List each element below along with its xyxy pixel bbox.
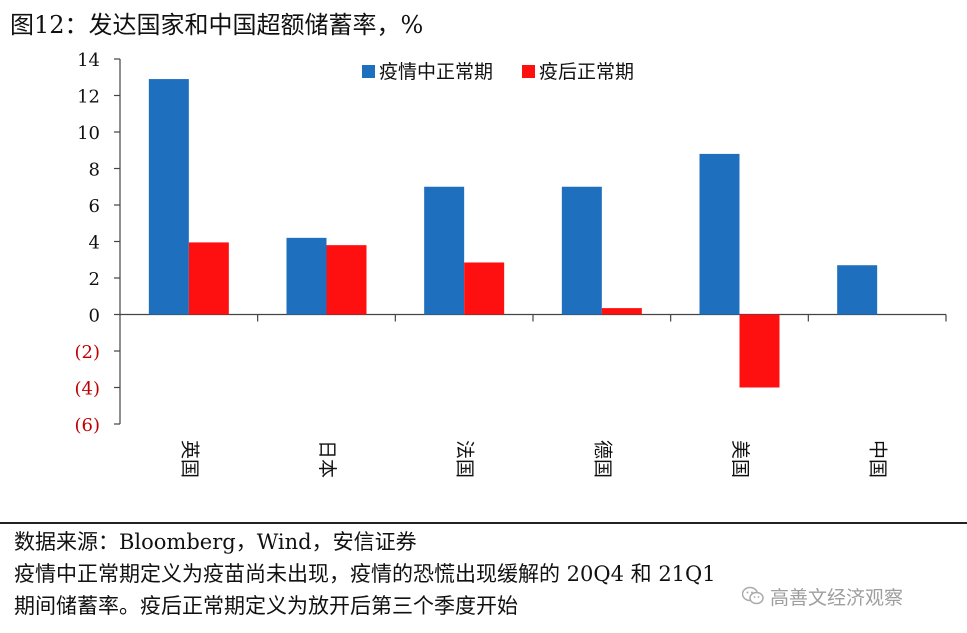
y-tick-label: (4) [75, 379, 101, 400]
legend-swatch [362, 65, 375, 78]
definition-note-line-2: 期间储蓄率。疫后正常期定义为放开后第三个季度开始 [14, 594, 518, 618]
y-tick-label: 10 [77, 123, 100, 144]
bar-pandemic-normal [148, 79, 189, 315]
y-tick-label: 2 [89, 269, 100, 290]
y-tick-label: 0 [89, 306, 100, 327]
category-label: 德国 [591, 440, 613, 478]
category-label: 中国 [867, 440, 889, 478]
bar-post-pandemic-normal [601, 308, 642, 315]
source-note: 数据来源：Bloomberg，Wind，安信证券 [14, 530, 417, 554]
watermark: 高善文经济观察 [741, 582, 904, 610]
watermark-text: 高善文经济观察 [770, 586, 904, 609]
bar-pandemic-normal [424, 186, 465, 315]
legend-swatch [522, 65, 535, 78]
y-tick-label: 4 [89, 233, 100, 254]
category-label: 日本 [316, 440, 338, 478]
y-tick-label: 8 [89, 160, 100, 181]
wechat-icon [741, 586, 764, 606]
y-tick-label: 14 [77, 50, 100, 71]
bar-pandemic-normal [699, 153, 740, 315]
category-label: 法国 [454, 440, 476, 478]
bar-pandemic-normal [561, 186, 602, 315]
bar-post-pandemic-normal [326, 245, 367, 315]
bar-pandemic-normal [837, 265, 878, 315]
notes-divider [0, 522, 967, 524]
bar-post-pandemic-normal [739, 314, 780, 388]
bar-pandemic-normal [286, 237, 327, 315]
category-label: 英国 [178, 440, 200, 478]
y-tick-label: 6 [89, 196, 100, 217]
y-tick-label: 12 [77, 87, 100, 108]
legend-label: 疫后正常期 [539, 61, 634, 83]
chart-title: 图12：发达国家和中国超额储蓄率，% [10, 11, 424, 39]
y-tick-label: (6) [75, 415, 101, 436]
legend-label: 疫情中正常期 [379, 61, 493, 83]
savings-rate-bar-chart: 14 12 10 8 6 4 2 0 (2) (4) (6) 英国 日本 法国 德国 美国 中国 疫情中正常期 疫后… [75, 50, 947, 478]
category-label: 美国 [729, 440, 751, 478]
y-tick-label: (2) [75, 342, 101, 363]
definition-note-line-1: 疫情中正常期定义为疫苗尚未出现，疫情的恐慌出现缓解的 20Q4 和 21Q1 [14, 562, 716, 586]
bar-post-pandemic-normal [188, 242, 229, 315]
bar-post-pandemic-normal [464, 262, 505, 315]
